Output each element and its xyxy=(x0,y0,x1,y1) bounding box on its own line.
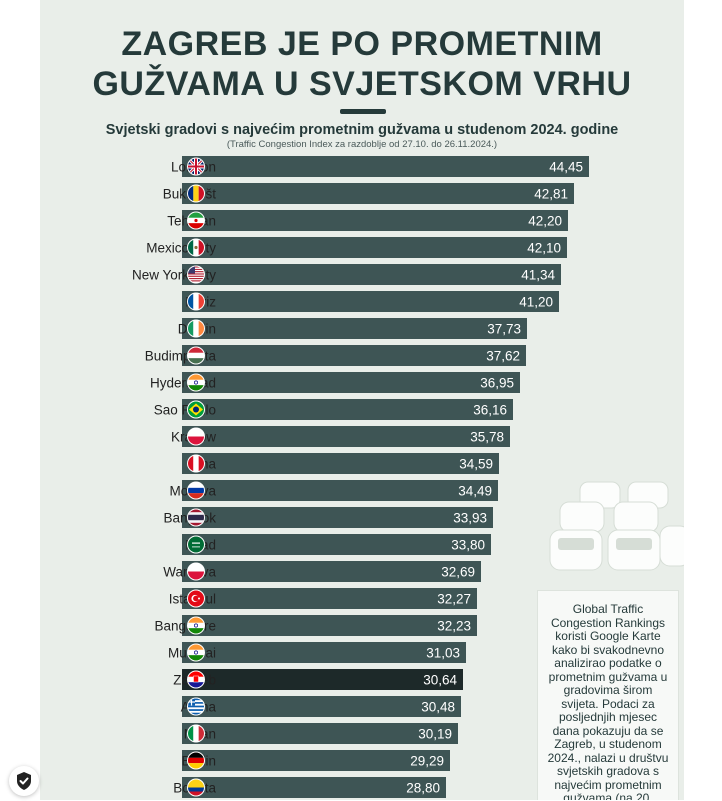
infographic-poster: ZAGREB JE PO PROMETNIM GUŽVAMA U SVJETSK… xyxy=(40,0,684,800)
value-label-bogota: 28,80 xyxy=(406,781,440,796)
bar-warsava xyxy=(182,561,481,582)
bar-teheran xyxy=(182,210,568,231)
title-line-1: ZAGREB JE PO PROMETNIM xyxy=(121,25,603,63)
flag-icon-bogota xyxy=(187,778,205,797)
chart-subtitle: Svjetski gradovi s najvećim prometnim gu… xyxy=(105,122,619,138)
city-label-sao-paulo: Sao Paulo xyxy=(154,403,216,418)
flag-icon-istanbul xyxy=(187,589,205,608)
flag-icon-warsava xyxy=(187,562,205,581)
bar-moskva xyxy=(182,480,498,501)
flag-icon-berlin xyxy=(187,751,205,770)
value-label-new-york-city: 41,34 xyxy=(521,268,555,283)
flag-icon-hyderabad xyxy=(187,373,205,392)
value-label-zagreb: 30,64 xyxy=(423,673,457,688)
bar-istanbul xyxy=(182,588,477,609)
value-label-lima: 34,59 xyxy=(459,457,493,472)
value-label-warsava: 32,69 xyxy=(441,565,475,580)
flag-icon-rijad xyxy=(187,535,205,554)
value-label-london: 44,45 xyxy=(549,160,583,175)
flag-icon-pariz xyxy=(187,292,205,311)
title-divider xyxy=(340,109,386,114)
flag-icon-zagreb xyxy=(187,670,205,689)
value-label-hyderabad: 36,95 xyxy=(480,376,514,391)
value-label-rijad: 33,80 xyxy=(451,538,485,553)
value-label-budimpesta: 37,62 xyxy=(486,349,520,364)
value-label-krakow: 35,78 xyxy=(470,430,504,445)
congestion-bar-chart: London44,45Bukurešt42,81Teheran42,20Mexi… xyxy=(132,156,589,798)
flag-icon-lima xyxy=(187,454,205,473)
value-label-berlin: 29,29 xyxy=(410,754,444,769)
bar-london xyxy=(182,156,589,177)
bar-bukurest xyxy=(182,183,574,204)
value-label-teheran: 42,20 xyxy=(528,214,562,229)
bar-mexico-city xyxy=(182,237,567,258)
value-label-dublin: 37,73 xyxy=(487,322,521,337)
bar-krakow xyxy=(182,426,510,447)
title-line-2: GUŽVAMA U SVJETSKOM VRHU xyxy=(92,65,632,103)
flag-icon-mumbai xyxy=(187,643,205,662)
bar-atena xyxy=(182,696,461,717)
value-label-atena: 30,48 xyxy=(421,700,455,715)
bar-pariz xyxy=(182,291,559,312)
flag-icon-atena xyxy=(187,697,205,716)
value-label-sao-paulo: 36,16 xyxy=(473,403,507,418)
bar-sao-paulo xyxy=(182,399,513,420)
flag-icon-bangkok xyxy=(187,508,205,527)
bar-berlin xyxy=(182,750,450,771)
flag-icon-krakow xyxy=(187,427,205,446)
bar-zagreb xyxy=(182,669,463,690)
info-box: Global Traffic Congestion Rankings koris… xyxy=(537,590,679,800)
cars-illustration xyxy=(549,481,684,571)
flag-icon-dublin xyxy=(187,319,205,338)
flag-icon-bangalore xyxy=(187,616,205,635)
value-label-bukurest: 42,81 xyxy=(534,187,568,202)
bar-mumbai xyxy=(182,642,466,663)
flag-icon-bukurest xyxy=(187,184,205,203)
city-label-bangalore: Bangalore xyxy=(154,619,216,634)
bar-new-york-city xyxy=(182,264,561,285)
value-label-mexico-city: 42,10 xyxy=(527,241,561,256)
value-label-milan: 30,19 xyxy=(418,727,452,742)
info-text: Global Traffic Congestion Rankings koris… xyxy=(547,602,669,800)
city-label-hyderabad: Hyderabad xyxy=(150,376,216,391)
value-label-mumbai: 31,03 xyxy=(426,646,460,661)
city-label-budimpesta: Budimpešta xyxy=(145,349,217,364)
bar-rijad xyxy=(182,534,491,555)
flag-icon-sao-paulo xyxy=(187,400,205,419)
chart-note: (Traffic Congestion Index za razdoblje o… xyxy=(226,139,498,150)
bar-bangalore xyxy=(182,615,477,636)
poster-title: ZAGREB JE PO PROMETNIM GUŽVAMA U SVJETSK… xyxy=(40,24,684,104)
bar-dublin xyxy=(182,318,527,339)
bar-milan xyxy=(182,723,458,744)
bar-bangkok xyxy=(182,507,493,528)
bar-lima xyxy=(182,453,499,474)
bar-hyderabad xyxy=(182,372,520,393)
bar-budimpesta xyxy=(182,345,526,366)
value-label-istanbul: 32,27 xyxy=(437,592,471,607)
value-label-bangalore: 32,23 xyxy=(437,619,471,634)
shield-check-glyph xyxy=(17,772,31,790)
value-label-bangkok: 33,93 xyxy=(453,511,487,526)
flag-icon-milan xyxy=(187,724,205,743)
flag-icon-teheran xyxy=(187,211,205,230)
shield-check-icon[interactable] xyxy=(9,766,39,796)
flag-icon-budimpesta xyxy=(187,346,205,365)
flag-icon-moskva xyxy=(187,481,205,500)
flag-icon-new-york-city xyxy=(187,265,205,284)
value-label-moskva: 34,49 xyxy=(458,484,492,499)
flag-icon-london xyxy=(187,157,205,176)
value-label-pariz: 41,20 xyxy=(519,295,553,310)
flag-icon-mexico-city xyxy=(187,238,205,257)
city-label-mexico-city: Mexico City xyxy=(146,241,216,256)
bar-bogota xyxy=(182,777,446,798)
